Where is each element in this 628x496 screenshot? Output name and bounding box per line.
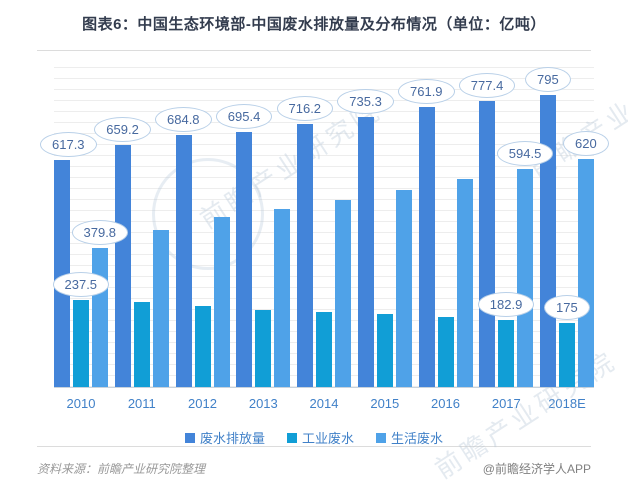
bar-工业废水-2015 bbox=[376, 313, 393, 387]
legend-item-废水排放量: 废水排放量 bbox=[184, 428, 265, 447]
data-label: 620 bbox=[563, 131, 609, 157]
x-label-2017: 2017 bbox=[491, 396, 521, 411]
divider-top bbox=[37, 50, 591, 51]
brand-text: @前瞻经济学人APP bbox=[482, 462, 591, 476]
data-label: 175 bbox=[544, 294, 590, 320]
legend-swatch-icon bbox=[376, 432, 386, 443]
bar-工业废水-2017 bbox=[498, 319, 515, 387]
bar-废水排放量-2016 bbox=[418, 107, 435, 387]
data-label: 735.3 bbox=[337, 88, 394, 114]
data-label: 777.4 bbox=[458, 73, 516, 99]
x-label-2014: 2014 bbox=[309, 396, 339, 411]
bar-生活废水-2011 bbox=[152, 229, 169, 387]
legend-label: 工业废水 bbox=[301, 431, 354, 446]
data-label: 795 bbox=[525, 66, 571, 92]
data-label: 695.4 bbox=[215, 103, 273, 129]
bar-工业废水-2012 bbox=[194, 305, 211, 387]
bar-工业废水-2014 bbox=[316, 311, 332, 387]
legend-label: 废水排放量 bbox=[199, 431, 265, 446]
plot-area: 617.3 659.2 684.8 695.4 716.2 735.3 761.9 777.4… bbox=[40, 60, 609, 388]
bar-生活废水-2010 bbox=[92, 247, 108, 387]
data-label: 716.2 bbox=[276, 95, 334, 121]
bar-生活废水-2018E bbox=[578, 159, 594, 387]
x-label-2018E: 2018E bbox=[548, 396, 586, 411]
data-label: 761.9 bbox=[398, 79, 455, 105]
bar-工业废水-2010 bbox=[73, 299, 89, 387]
bar-生活废水-2012 bbox=[213, 217, 230, 387]
data-label: 594.5 bbox=[496, 140, 554, 166]
bar-工业废水-2011 bbox=[133, 302, 150, 387]
source-text: 资料来源：前瞻产业研究院整理 bbox=[37, 462, 206, 476]
bar-废水排放量-2013 bbox=[236, 131, 253, 387]
x-label-2015: 2015 bbox=[370, 396, 400, 411]
bar-废水排放量-2014 bbox=[297, 123, 313, 387]
bar-废水排放量-2015 bbox=[357, 116, 374, 387]
bar-工业废水-2013 bbox=[255, 309, 272, 387]
x-label-2016: 2016 bbox=[431, 396, 460, 411]
data-label: 379.8 bbox=[71, 219, 129, 245]
data-label: 617.3 bbox=[40, 132, 97, 158]
chart-title: 图表6：中国生态环境部-中国废水排放量及分布情况（单位：亿吨） bbox=[82, 16, 546, 33]
legend-item-生活废水: 生活废水 bbox=[376, 428, 443, 447]
legend-swatch-icon bbox=[286, 432, 297, 443]
legend-label: 生活废水 bbox=[391, 431, 444, 446]
x-label-2011: 2011 bbox=[127, 396, 156, 411]
bar-生活废水-2013 bbox=[274, 208, 291, 387]
x-label-2012: 2012 bbox=[188, 396, 217, 411]
legend-item-工业废水: 工业废水 bbox=[286, 428, 354, 447]
bar-生活废水-2017 bbox=[517, 168, 534, 387]
data-label: 659.2 bbox=[94, 116, 151, 142]
bar-废水排放量-2018E bbox=[540, 94, 556, 387]
bar-工业废水-2018E bbox=[559, 322, 575, 387]
bar-生活废水-2015 bbox=[395, 190, 412, 387]
bar-废水排放量-2010 bbox=[54, 160, 70, 387]
bar-工业废水-2016 bbox=[437, 317, 454, 387]
data-label: 182.9 bbox=[477, 291, 535, 317]
bar-生活废水-2014 bbox=[335, 199, 351, 387]
bar-生活废水-2016 bbox=[456, 179, 473, 387]
legend: 废水排放量 工业废水 生活废水 bbox=[0, 428, 628, 447]
legend-swatch-icon bbox=[184, 432, 195, 443]
x-label-2013: 2013 bbox=[248, 396, 278, 411]
data-label: 684.8 bbox=[155, 107, 212, 133]
bar-废水排放量-2017 bbox=[479, 101, 496, 387]
bar-废水排放量-2011 bbox=[114, 144, 131, 387]
bar-废水排放量-2012 bbox=[175, 135, 192, 387]
x-axis: 2010 2011 2012 2013 2014 2015 2016 2017 2018E bbox=[54, 396, 594, 414]
x-label-2010: 2010 bbox=[66, 396, 96, 411]
data-label: 237.5 bbox=[52, 271, 110, 297]
divider-bottom bbox=[37, 446, 591, 447]
